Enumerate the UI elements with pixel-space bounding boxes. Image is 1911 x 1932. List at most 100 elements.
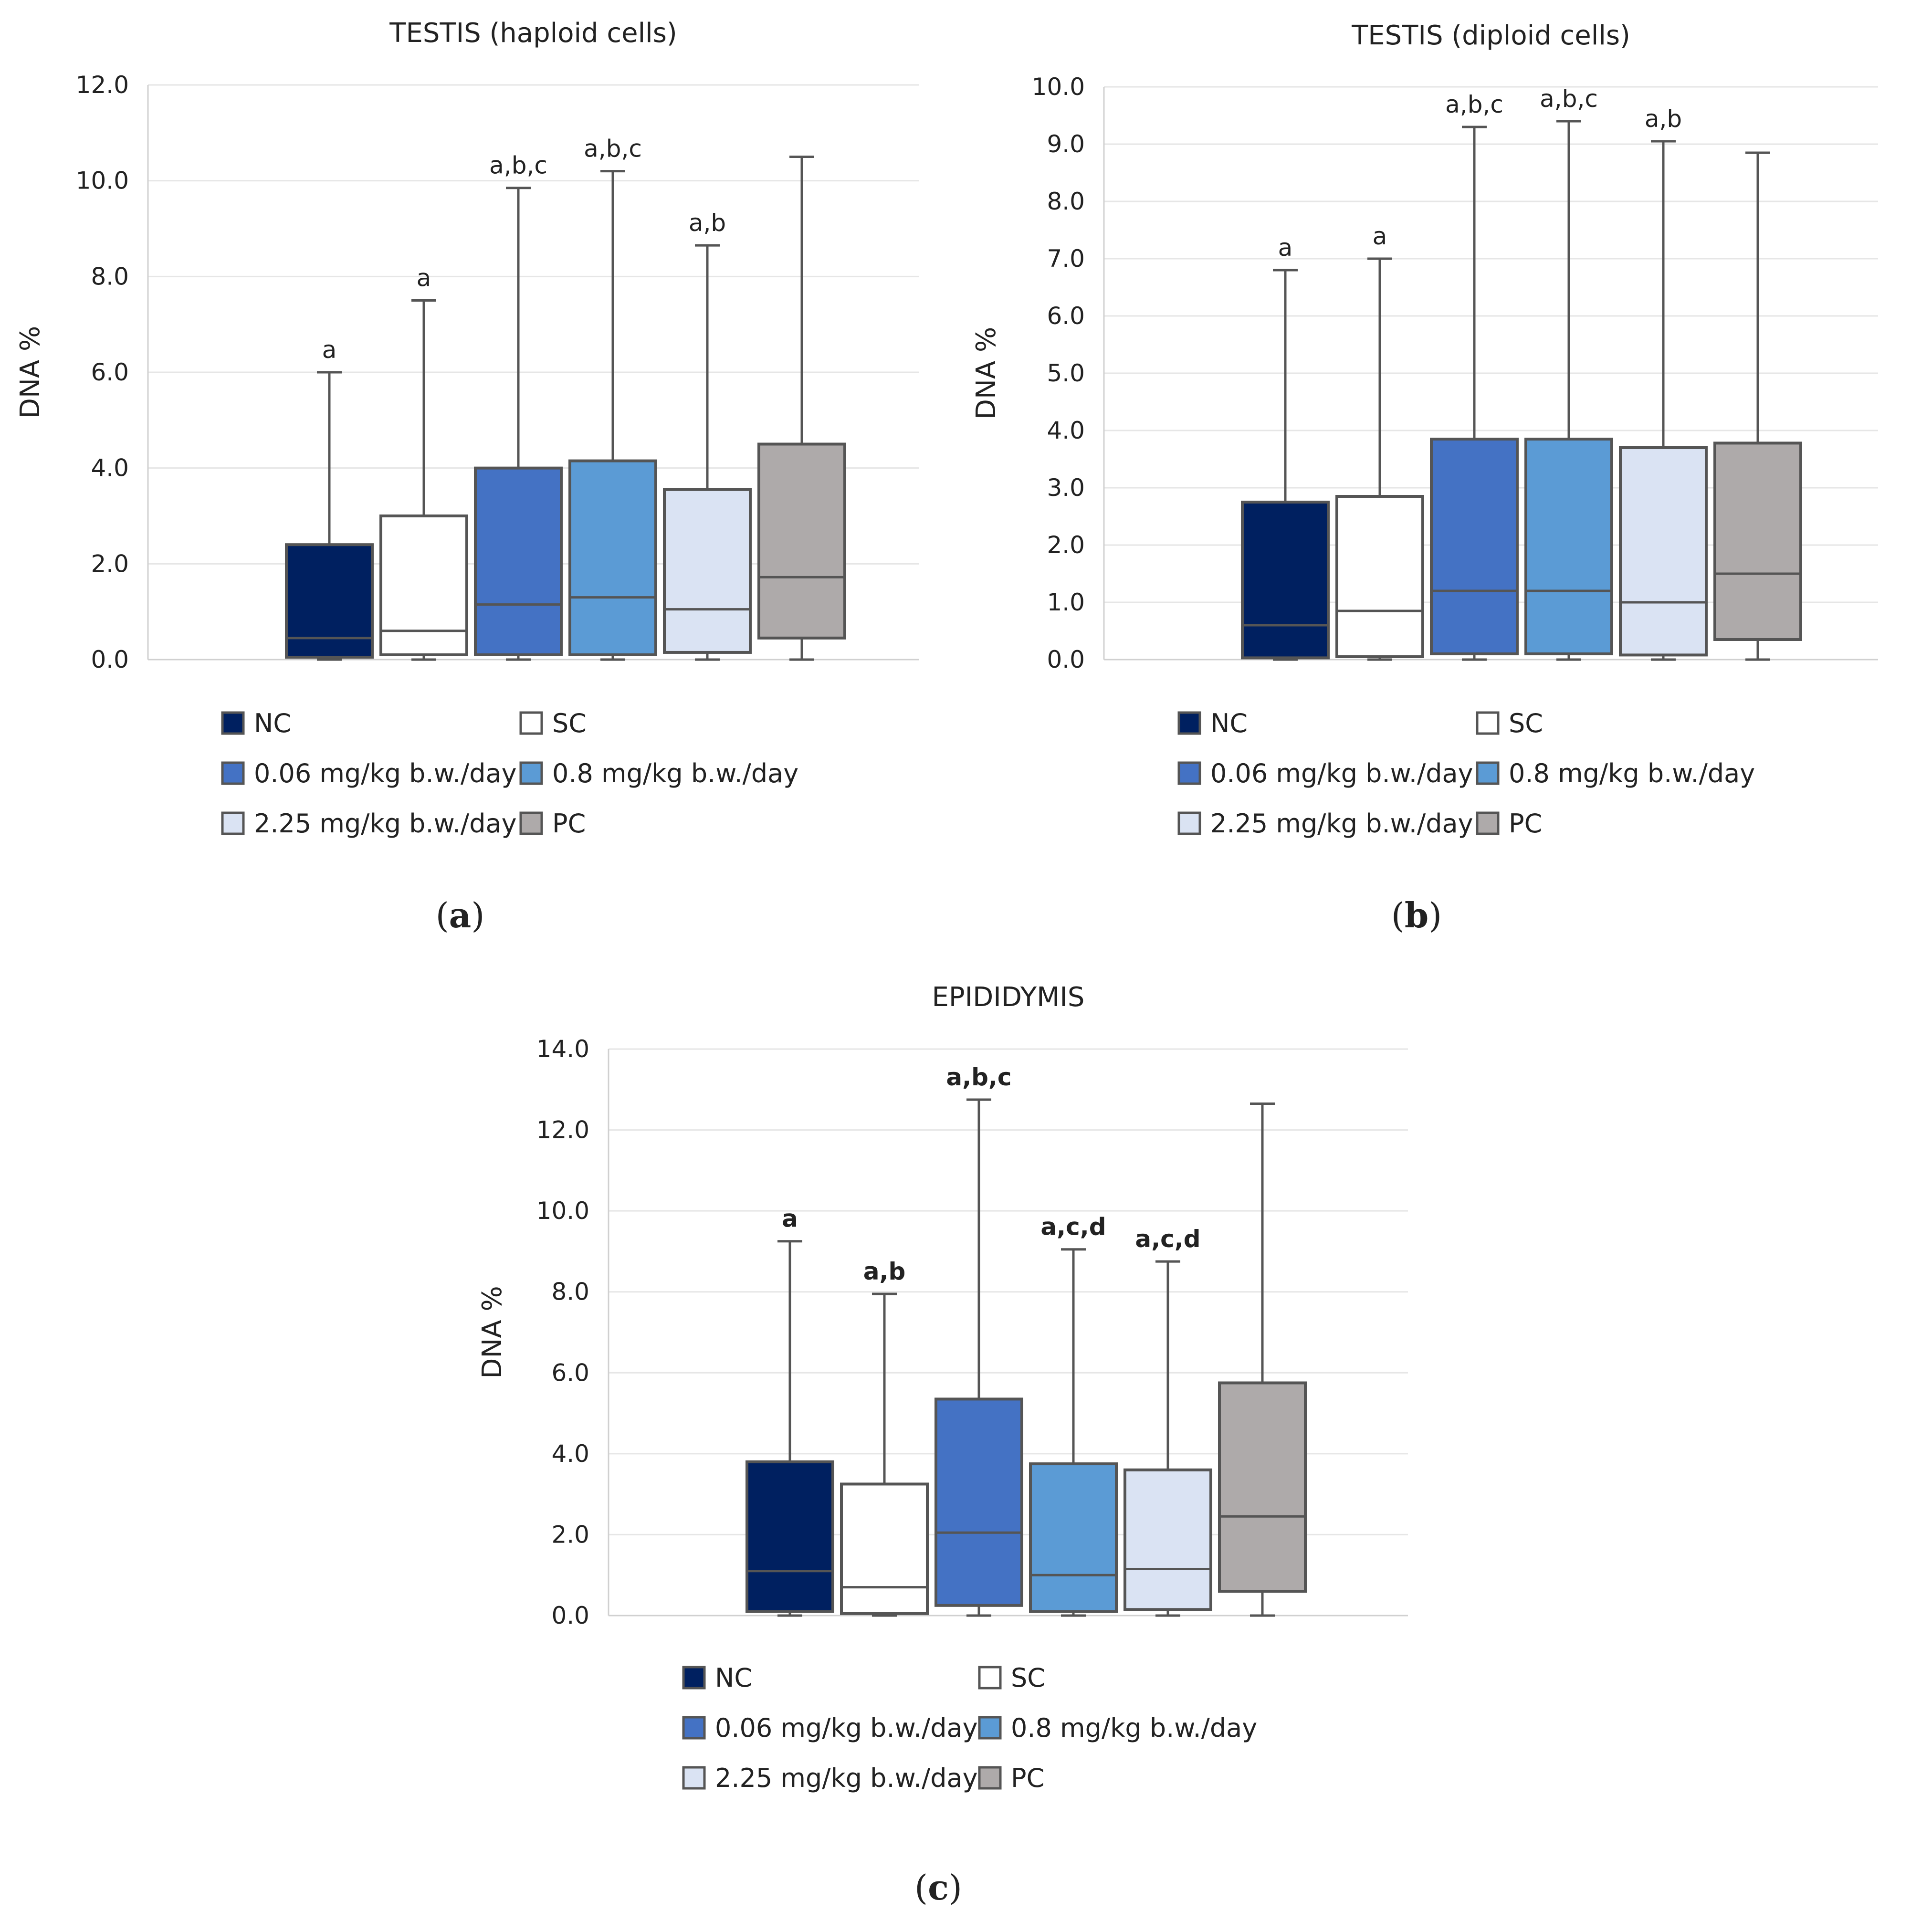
legend-swatch bbox=[978, 1666, 1002, 1690]
significance-label: a bbox=[322, 336, 337, 364]
legend-label: PC bbox=[1509, 808, 1542, 839]
y-tick-label: 12.0 bbox=[76, 71, 129, 99]
y-tick-label: 5.0 bbox=[1047, 359, 1085, 387]
box-sc: a bbox=[379, 264, 468, 661]
box-body bbox=[474, 466, 563, 656]
legend-label: 2.25 mg/kg b.w./day bbox=[254, 808, 517, 839]
y-tick-label: 2.0 bbox=[1047, 531, 1085, 559]
panel-tag: (b) bbox=[1391, 895, 1442, 935]
chart-title: TESTIS (diploid cells) bbox=[1351, 20, 1630, 51]
box-body bbox=[1524, 438, 1613, 655]
box-body bbox=[934, 1397, 1023, 1607]
significance-label: a bbox=[1278, 234, 1293, 262]
chart-panel-b: TESTIS (diploid cells) 0.0 1.0 2.0 3.0 4.0 5.0… bbox=[971, 20, 1878, 935]
panel-tag: (c) bbox=[914, 1867, 962, 1908]
legend-swatch bbox=[682, 1666, 706, 1690]
box-nc: a bbox=[285, 336, 374, 661]
box-pc bbox=[1218, 1102, 1307, 1617]
legend-swatch bbox=[519, 761, 543, 785]
legend-label: 0.8 mg/kg b.w./day bbox=[552, 758, 798, 788]
significance-label: a,b,c bbox=[1445, 91, 1503, 118]
legend-item: 0.8 mg/kg b.w./day bbox=[1476, 758, 1755, 788]
legend-swatch bbox=[221, 711, 245, 735]
box-body bbox=[1619, 446, 1708, 657]
legend-label: PC bbox=[552, 808, 586, 839]
y-tick-label: 2.0 bbox=[91, 550, 129, 578]
legend: NC SC 0.06 mg/kg b.w./day 0.8 mg/kg b.w./da… bbox=[221, 708, 798, 839]
legend-label: 0.06 mg/kg b.w./day bbox=[254, 758, 517, 788]
box-pc bbox=[1713, 151, 1802, 661]
significance-label: a bbox=[417, 264, 431, 292]
y-tick-label: 10.0 bbox=[1032, 73, 1085, 101]
box-0-8-mg-kg-b-w-day: a,c,d bbox=[1029, 1213, 1118, 1617]
panel-tag-open: ( bbox=[914, 1868, 928, 1908]
box-0-8-mg-kg-b-w-day: a,b,c bbox=[1524, 85, 1613, 661]
box-sc: a,b bbox=[840, 1258, 929, 1617]
box-body bbox=[1218, 1381, 1307, 1593]
legend-label: 0.8 mg/kg b.w./day bbox=[1509, 758, 1755, 788]
y-tick-label: 8.0 bbox=[1047, 188, 1085, 215]
box-2-25-mg-kg-b-w-day: a,b bbox=[663, 209, 752, 661]
legend-label: 0.06 mg/kg b.w./day bbox=[1210, 758, 1473, 788]
significance-label: a,b bbox=[863, 1258, 906, 1285]
legend-item: 0.06 mg/kg b.w./day bbox=[221, 758, 517, 788]
legend: NC SC 0.06 mg/kg b.w./day 0.8 mg/kg b.w./da… bbox=[682, 1663, 1257, 1793]
box-body bbox=[757, 442, 846, 640]
legend-item: 0.8 mg/kg b.w./day bbox=[978, 1713, 1257, 1743]
box-body bbox=[746, 1460, 834, 1613]
legend-item: SC bbox=[519, 708, 587, 738]
y-tick-label: 6.0 bbox=[91, 358, 129, 386]
legend-label: SC bbox=[1011, 1663, 1045, 1693]
legend-label: 0.06 mg/kg b.w./day bbox=[715, 1713, 978, 1743]
legend-swatch bbox=[1476, 811, 1500, 835]
box-2-25-mg-kg-b-w-day: a,b bbox=[1619, 105, 1708, 661]
legend-item: NC bbox=[682, 1663, 752, 1693]
legend-swatch bbox=[978, 1716, 1002, 1740]
y-tick-label: 12.0 bbox=[536, 1116, 589, 1144]
y-tick-label: 3.0 bbox=[1047, 474, 1085, 502]
significance-label: a,c,d bbox=[1040, 1213, 1106, 1241]
legend-swatch bbox=[1476, 761, 1500, 785]
y-tick-label: 10.0 bbox=[76, 167, 129, 195]
significance-label: a,b bbox=[1645, 105, 1682, 133]
legend-item: PC bbox=[519, 808, 586, 839]
box-0-8-mg-kg-b-w-day: a,b,c bbox=[568, 135, 657, 661]
y-tick-label: 10.0 bbox=[536, 1197, 589, 1225]
panel-tag-open: ( bbox=[436, 895, 449, 935]
legend-item: NC bbox=[221, 708, 291, 738]
y-tick-label: 0.0 bbox=[551, 1602, 589, 1629]
legend-swatch bbox=[682, 1716, 706, 1740]
legend-item: PC bbox=[978, 1763, 1044, 1793]
box-body bbox=[1124, 1468, 1212, 1611]
legend-label: PC bbox=[1011, 1763, 1044, 1793]
box-nc: a bbox=[746, 1205, 834, 1617]
significance-label: a bbox=[782, 1205, 798, 1233]
box-body bbox=[285, 543, 374, 659]
y-tick-label: 2.0 bbox=[551, 1521, 589, 1548]
significance-label: a,b bbox=[689, 209, 726, 237]
box-body bbox=[1241, 501, 1330, 660]
legend-item: 0.06 mg/kg b.w./day bbox=[1177, 758, 1473, 788]
box-body bbox=[1713, 441, 1802, 641]
panel-tag: (a) bbox=[436, 895, 485, 935]
legend-label: 2.25 mg/kg b.w./day bbox=[715, 1763, 978, 1793]
significance-label: a,c,d bbox=[1135, 1225, 1200, 1253]
chart-title: EPIDIDYMIS bbox=[932, 982, 1085, 1013]
legend-item: 0.8 mg/kg b.w./day bbox=[519, 758, 798, 788]
y-tick-label: 0.0 bbox=[91, 646, 129, 673]
chart-panel-c: EPIDIDYMIS 0.0 2.0 4.0 6.0 8.0 10.0 12.0 14.0 DNA… bbox=[477, 982, 1408, 1908]
legend-label: NC bbox=[1210, 708, 1248, 738]
significance-label: a,b,c bbox=[1540, 85, 1598, 113]
box-body bbox=[1335, 495, 1424, 658]
box-2-25-mg-kg-b-w-day: a,c,d bbox=[1124, 1225, 1212, 1617]
legend-label: NC bbox=[254, 708, 291, 738]
legend-label: 2.25 mg/kg b.w./day bbox=[1210, 808, 1473, 839]
legend-swatch bbox=[1177, 811, 1201, 835]
panel-tag-letter: a bbox=[449, 895, 472, 935]
legend-label: 0.8 mg/kg b.w./day bbox=[1011, 1713, 1257, 1743]
legend-item: 0.06 mg/kg b.w./day bbox=[682, 1713, 978, 1743]
legend-item: PC bbox=[1476, 808, 1542, 839]
y-tick-label: 0.0 bbox=[1047, 646, 1085, 673]
box-sc: a bbox=[1335, 222, 1424, 661]
panel-tag-close: ) bbox=[471, 895, 484, 935]
